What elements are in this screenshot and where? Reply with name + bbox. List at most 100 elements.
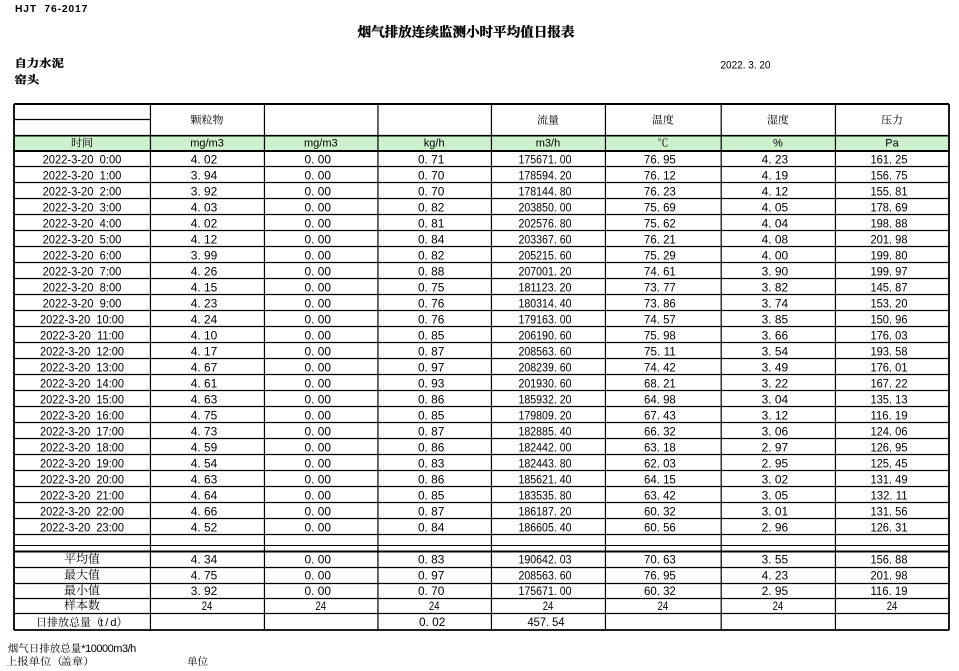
svg-text:60. 32: 60. 32 (644, 505, 676, 519)
svg-text:0. 00: 0. 00 (305, 425, 332, 439)
svg-text:62. 03: 62. 03 (644, 457, 676, 471)
svg-text:76. 95: 76. 95 (644, 153, 676, 167)
svg-text:4. 67: 4. 67 (191, 361, 218, 375)
svg-text:0. 02: 0. 02 (419, 615, 446, 629)
svg-text:0. 83: 0. 83 (418, 553, 445, 567)
svg-text:24: 24 (658, 599, 669, 613)
svg-text:0. 97: 0. 97 (418, 569, 445, 583)
svg-text:203850. 00: 203850. 00 (519, 201, 572, 215)
svg-text:0. 00: 0. 00 (305, 201, 332, 215)
svg-text:75. 11: 75. 11 (644, 345, 676, 359)
svg-text:185621. 40: 185621. 40 (519, 473, 572, 487)
svg-text:4. 34: 4. 34 (191, 553, 218, 567)
svg-text:0. 70: 0. 70 (418, 584, 445, 598)
svg-text:24: 24 (773, 599, 784, 613)
svg-text:4. 19: 4. 19 (762, 169, 789, 183)
svg-text:3. 54: 3. 54 (762, 345, 789, 359)
svg-text:2022-3-20 4:00: 2022-3-20 4:00 (43, 217, 122, 231)
svg-text:2022-3-20 3:00: 2022-3-20 3:00 (43, 201, 122, 215)
svg-text:4. 75: 4. 75 (191, 569, 218, 583)
svg-text:24: 24 (316, 599, 327, 613)
svg-text:181123. 20: 181123. 20 (519, 281, 572, 295)
svg-text:161. 25: 161. 25 (870, 153, 907, 167)
svg-text:190642. 03: 190642. 03 (519, 553, 572, 567)
svg-text:2022-3-20 16:00: 2022-3-20 16:00 (40, 409, 124, 423)
svg-text:4. 73: 4. 73 (191, 425, 218, 439)
svg-text:0. 87: 0. 87 (418, 345, 445, 359)
svg-text:4. 52: 4. 52 (191, 521, 218, 535)
svg-text:4. 15: 4. 15 (191, 281, 218, 295)
svg-text:0. 00: 0. 00 (305, 441, 332, 455)
svg-text:24: 24 (887, 599, 898, 613)
svg-text:116. 19: 116. 19 (870, 584, 907, 598)
svg-text:2022-3-20 7:00: 2022-3-20 7:00 (43, 265, 122, 279)
svg-text:4. 08: 4. 08 (762, 233, 789, 247)
svg-text:0. 76: 0. 76 (418, 313, 445, 327)
svg-text:175671. 00: 175671. 00 (519, 153, 572, 167)
svg-text:0. 93: 0. 93 (418, 377, 445, 391)
svg-text:2. 97: 2. 97 (762, 441, 789, 455)
svg-text:2022-3-20 23:00: 2022-3-20 23:00 (40, 521, 124, 535)
svg-text:2022-3-20 0:00: 2022-3-20 0:00 (43, 153, 122, 167)
svg-text:0. 00: 0. 00 (305, 505, 332, 519)
svg-text:4. 54: 4. 54 (191, 457, 218, 471)
svg-text:0. 86: 0. 86 (418, 393, 445, 407)
svg-text:70. 63: 70. 63 (644, 553, 676, 567)
svg-text:0. 00: 0. 00 (305, 361, 332, 375)
svg-text:182442. 00: 182442. 00 (519, 441, 572, 455)
svg-text:2. 96: 2. 96 (762, 521, 789, 535)
svg-text:0. 00: 0. 00 (305, 553, 332, 567)
svg-text:0. 85: 0. 85 (418, 329, 445, 343)
svg-text:24: 24 (429, 599, 440, 613)
svg-text:0. 00: 0. 00 (305, 569, 332, 583)
svg-text:3. 01: 3. 01 (762, 505, 789, 519)
svg-text:206190. 60: 206190. 60 (519, 329, 572, 343)
svg-text:176. 01: 176. 01 (870, 361, 907, 375)
svg-text:4. 10: 4. 10 (191, 329, 218, 343)
svg-text:3. 99: 3. 99 (191, 249, 218, 263)
svg-text:4. 04: 4. 04 (762, 217, 789, 231)
svg-text:457. 54: 457. 54 (528, 615, 565, 629)
svg-text:199. 97: 199. 97 (870, 265, 907, 279)
svg-text:0. 75: 0. 75 (418, 281, 445, 295)
svg-text:0. 00: 0. 00 (305, 473, 332, 487)
svg-text:63. 42: 63. 42 (644, 489, 676, 503)
svg-text:67. 43: 67. 43 (644, 409, 676, 423)
svg-text:3. 92: 3. 92 (191, 185, 218, 199)
svg-text:75. 98: 75. 98 (644, 329, 676, 343)
svg-text:3. 66: 3. 66 (762, 329, 789, 343)
svg-text:68. 21: 68. 21 (644, 377, 676, 391)
svg-text:0. 00: 0. 00 (305, 393, 332, 407)
svg-text:0. 00: 0. 00 (305, 345, 332, 359)
svg-text:4. 66: 4. 66 (191, 505, 218, 519)
svg-text:24: 24 (543, 599, 554, 613)
svg-text:2022-3-20 10:00: 2022-3-20 10:00 (40, 313, 124, 327)
svg-text:76. 21: 76. 21 (644, 233, 676, 247)
svg-text:4. 23: 4. 23 (191, 297, 218, 311)
svg-text:203367. 60: 203367. 60 (519, 233, 572, 247)
svg-text:2. 95: 2. 95 (762, 457, 789, 471)
svg-text:0. 97: 0. 97 (418, 361, 445, 375)
svg-text:3. 85: 3. 85 (762, 313, 789, 327)
svg-text:3. 74: 3. 74 (762, 297, 789, 311)
svg-text:0. 00: 0. 00 (305, 521, 332, 535)
svg-text:2022-3-20 14:00: 2022-3-20 14:00 (40, 377, 124, 391)
svg-text:4. 59: 4. 59 (191, 441, 218, 455)
svg-text:205215. 60: 205215. 60 (519, 249, 572, 263)
svg-text:0. 00: 0. 00 (305, 153, 332, 167)
svg-text:4. 02: 4. 02 (191, 153, 218, 167)
svg-text:208239. 60: 208239. 60 (519, 361, 572, 375)
svg-text:0. 84: 0. 84 (418, 233, 445, 247)
svg-text:201930. 60: 201930. 60 (519, 377, 572, 391)
svg-text:186187. 20: 186187. 20 (519, 505, 572, 519)
svg-text:HJT 76-2017: HJT 76-2017 (15, 4, 88, 15)
svg-text:0. 86: 0. 86 (418, 473, 445, 487)
svg-text:4. 00: 4. 00 (762, 249, 789, 263)
svg-text:199. 80: 199. 80 (870, 249, 907, 263)
svg-text:3. 05: 3. 05 (762, 489, 789, 503)
svg-text:0. 70: 0. 70 (418, 185, 445, 199)
svg-text:75. 69: 75. 69 (644, 201, 676, 215)
svg-text:179163. 00: 179163. 00 (519, 313, 572, 327)
svg-text:2022-3-20 6:00: 2022-3-20 6:00 (43, 249, 122, 263)
svg-text:3. 90: 3. 90 (762, 265, 789, 279)
